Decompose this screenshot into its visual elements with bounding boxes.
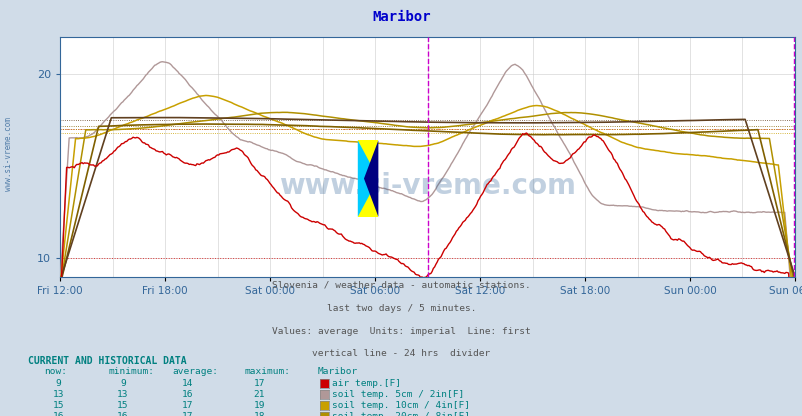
Polygon shape [358,140,378,217]
Text: vertical line - 24 hrs  divider: vertical line - 24 hrs divider [312,349,490,359]
Text: 21: 21 [253,390,265,399]
Polygon shape [363,140,378,217]
Text: 13: 13 [117,390,128,399]
Text: 9: 9 [119,379,126,388]
Text: maximum:: maximum: [245,367,290,376]
Text: Values: average  Units: imperial  Line: first: Values: average Units: imperial Line: fi… [272,327,530,336]
FancyBboxPatch shape [358,140,378,217]
Text: www.si-vreme.com: www.si-vreme.com [3,117,13,191]
Text: 17: 17 [181,401,192,410]
Text: 16: 16 [181,390,192,399]
Text: 19: 19 [253,401,265,410]
Text: 18: 18 [253,412,265,416]
Text: www.si-vreme.com: www.si-vreme.com [279,172,575,200]
Text: average:: average: [172,367,218,376]
Text: now:: now: [44,367,67,376]
Text: last two days / 5 minutes.: last two days / 5 minutes. [326,304,476,313]
Text: air temp.[F]: air temp.[F] [331,379,400,388]
Text: 17: 17 [181,412,192,416]
Text: minimum:: minimum: [108,367,154,376]
Text: 15: 15 [117,401,128,410]
Text: 15: 15 [53,401,64,410]
Text: 9: 9 [55,379,62,388]
Text: Slovenia / weather data - automatic stations.: Slovenia / weather data - automatic stat… [272,281,530,290]
Text: 13: 13 [53,390,64,399]
Text: 16: 16 [117,412,128,416]
Text: Maribor: Maribor [371,10,431,25]
Text: soil temp. 20cm / 8in[F]: soil temp. 20cm / 8in[F] [331,412,469,416]
Text: CURRENT AND HISTORICAL DATA: CURRENT AND HISTORICAL DATA [28,356,187,366]
Text: 14: 14 [181,379,192,388]
Text: soil temp. 5cm / 2in[F]: soil temp. 5cm / 2in[F] [331,390,464,399]
Text: Maribor: Maribor [317,367,357,376]
Text: 16: 16 [53,412,64,416]
Text: soil temp. 10cm / 4in[F]: soil temp. 10cm / 4in[F] [331,401,469,410]
Text: 17: 17 [253,379,265,388]
